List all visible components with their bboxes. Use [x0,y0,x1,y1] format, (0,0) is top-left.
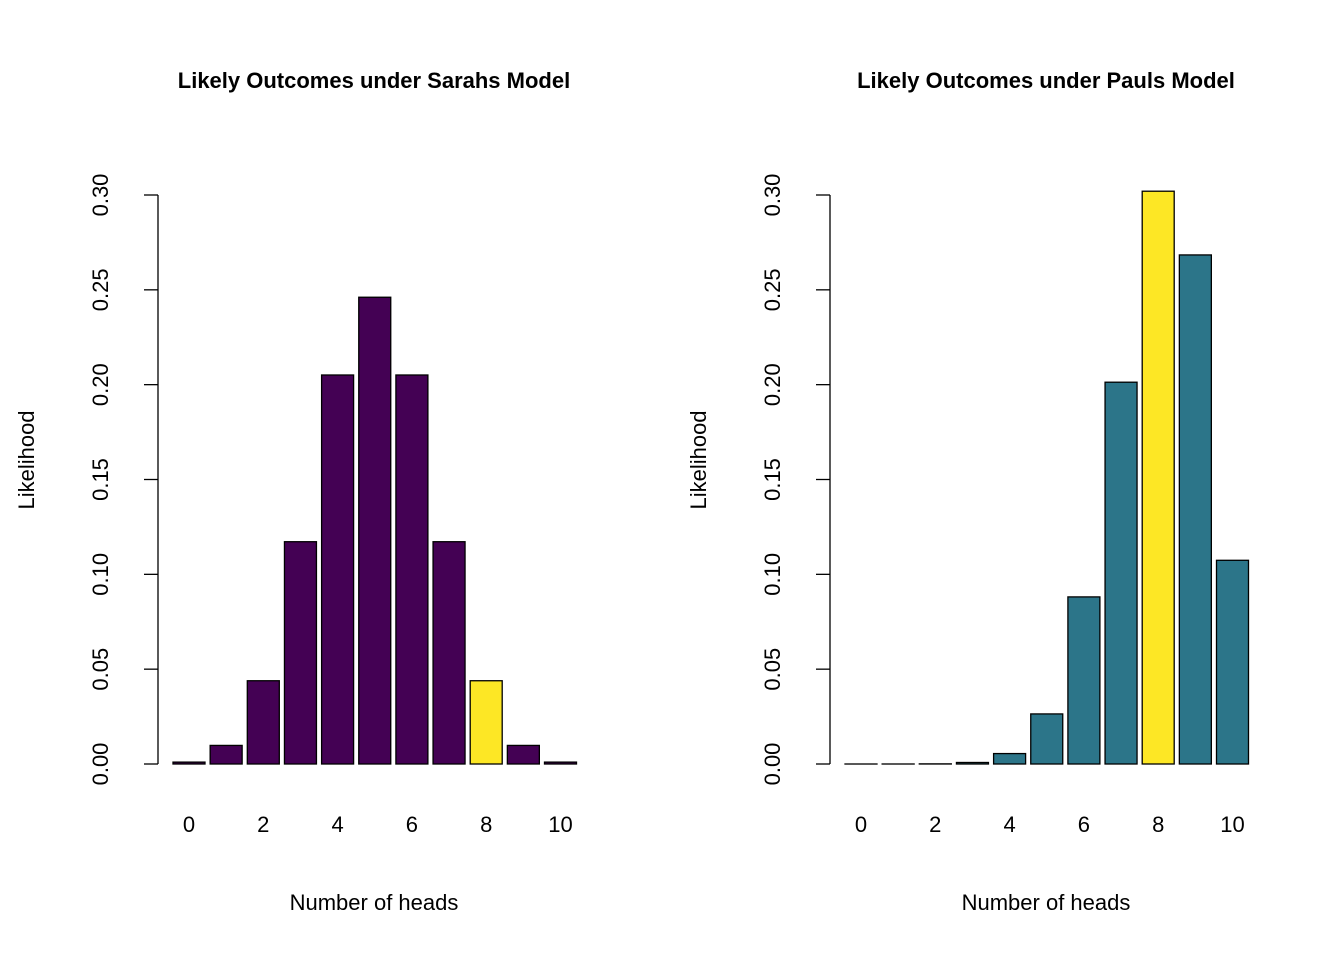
x-tick-label: 8 [1152,812,1164,837]
sarah-model-panel: Likely Outcomes under Sarahs Model Numbe… [14,68,578,915]
bar-5 [1030,713,1064,765]
bar-6 [1067,596,1101,765]
x-tick-label: 0 [855,812,867,837]
x-tick-label: 10 [548,812,572,837]
bar-3 [955,761,990,765]
x-tick-label: 10 [1220,812,1244,837]
y-axis-label: Likelihood [686,410,711,509]
y-tick-label: 0.15 [760,458,785,501]
y-tick-label: 0.20 [760,363,785,406]
x-tick-label: 6 [1078,812,1090,837]
bar-7 [432,541,466,765]
x-axis-label: Number of heads [290,890,459,915]
bar-8 [469,680,503,765]
bar-6 [395,374,429,765]
chart-title: Likely Outcomes under Sarahs Model [178,68,570,93]
bar-10 [543,761,578,765]
x-tick-label: 0 [183,812,195,837]
bar-10 [1215,559,1250,765]
bar-8 [1141,190,1175,765]
bar-4 [320,374,355,765]
y-tick-label: 0.25 [760,268,785,311]
x-axis-label: Number of heads [962,890,1131,915]
paul-model-panel: Likely Outcomes under Pauls Model Number… [686,68,1250,915]
x-tick-label: 4 [331,812,343,837]
y-tick-label: 0.10 [88,553,113,596]
y-tick-label: 0.05 [760,648,785,691]
y-tick-label: 0.05 [88,648,113,691]
x-tick-label: 2 [929,812,941,837]
bar-4 [992,752,1027,765]
y-tick-label: 0.20 [88,363,113,406]
y-tick-label: 0.30 [88,174,113,217]
y-tick-label: 0.10 [760,553,785,596]
x-tick-label: 6 [406,812,418,837]
bar-9 [1178,254,1212,765]
bar-3 [283,541,318,765]
bar-1 [209,744,243,765]
chart-title: Likely Outcomes under Pauls Model [857,68,1235,93]
x-tick-label: 2 [257,812,269,837]
y-tick-label: 0.00 [88,743,113,786]
bar-9 [506,744,541,765]
y-axis-label: Likelihood [14,410,39,509]
bar-0 [172,761,206,765]
y-tick-label: 0.15 [88,458,113,501]
bar-7 [1104,381,1138,765]
bar-5 [358,296,392,765]
x-tick-label: 4 [1003,812,1015,837]
x-tick-label: 8 [480,812,492,837]
y-tick-label: 0.00 [760,743,785,786]
bar-2 [246,680,280,765]
y-tick-label: 0.25 [88,268,113,311]
y-tick-label: 0.30 [760,174,785,217]
